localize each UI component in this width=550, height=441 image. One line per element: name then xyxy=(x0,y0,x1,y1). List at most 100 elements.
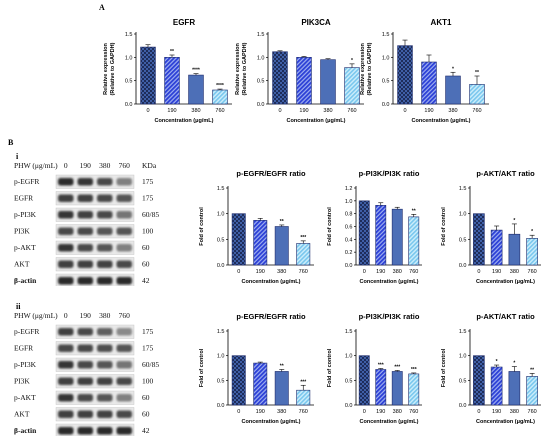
y-tick-label: 1.0 xyxy=(459,212,467,218)
y-tick-label: 1.5 xyxy=(459,186,467,192)
blot-row-label: EGFR xyxy=(14,344,33,353)
x-tick-label: 0 xyxy=(477,409,480,415)
blot-row-label: p-EGFR xyxy=(14,177,39,186)
blot-band xyxy=(116,260,132,268)
chart-title: p-EGFR/EGFR ratio xyxy=(236,169,306,178)
chart-p-akt-ratio-i: p-AKT/AKT ratio Fold of control 0.0 0.5 1.0 1… xyxy=(432,162,547,297)
blot-band xyxy=(97,227,113,235)
bar xyxy=(274,226,289,266)
blot-band xyxy=(77,410,93,418)
blot-lane-label: 0 xyxy=(64,311,68,320)
blot-band xyxy=(116,361,132,369)
bar xyxy=(253,220,268,266)
blot-row-label: p-PI3K xyxy=(14,210,37,219)
blot-band xyxy=(77,277,93,285)
sub-label-ii: ii xyxy=(16,302,21,311)
y-tick-label: 1.5 xyxy=(257,32,265,38)
bar xyxy=(408,373,420,406)
blot-band xyxy=(58,394,74,402)
blot-svg-i: PHW (μg/mL) 0 190 380 760 KDa p-EGFR 175 EGFR 175… xyxy=(14,161,159,288)
blot-strip xyxy=(55,240,135,255)
x-tick-label: 760 xyxy=(472,108,481,114)
blot-kda-value: 42 xyxy=(142,426,150,435)
y-axis-label: Fold of control xyxy=(199,207,205,246)
blot-kda-value: 60/85 xyxy=(142,360,159,369)
y-tick-label: 0.0 xyxy=(345,263,353,269)
significance-marker: *** xyxy=(300,379,306,385)
blot-kda-value: 42 xyxy=(142,276,150,285)
blot-band xyxy=(116,178,132,186)
y-axis-label: Relative expression(Relative to GAPDH) xyxy=(235,42,248,95)
x-tick-label: 190 xyxy=(256,409,265,415)
blot-kda-value: 175 xyxy=(142,327,154,336)
blot-band xyxy=(77,328,93,336)
y-tick-label: 0.8 xyxy=(345,212,353,218)
blot-kda-value: 175 xyxy=(142,344,154,353)
x-tick-label: 760 xyxy=(299,269,308,275)
x-tick-label: 190 xyxy=(256,269,265,275)
y-tick-label: 1.0 xyxy=(382,55,390,61)
bar xyxy=(296,389,311,406)
blot-header-label: PHW (μg/mL) xyxy=(14,161,58,170)
blot-band xyxy=(97,244,113,252)
bar xyxy=(445,75,461,105)
chart-egfr-mrna: EGFR Relative expression(Relative to GAPD… xyxy=(98,14,238,136)
blot-band xyxy=(97,344,113,352)
significance-marker: * xyxy=(351,58,353,64)
y-tick-label: 1.0 xyxy=(345,199,353,205)
bar xyxy=(526,238,538,266)
significance-marker: ** xyxy=(170,49,174,55)
y-tick-label: 0.0 xyxy=(345,403,353,409)
y-tick-label: 1.5 xyxy=(217,186,225,192)
blot-band xyxy=(97,260,113,268)
significance-marker: **** xyxy=(192,68,200,74)
blot-band xyxy=(77,244,93,252)
blot-band xyxy=(116,427,132,435)
blot-band xyxy=(58,377,74,385)
x-tick-label: 380 xyxy=(510,269,519,275)
blot-band xyxy=(77,344,93,352)
y-tick-label: 0.5 xyxy=(125,79,133,85)
blot-strip xyxy=(55,324,135,339)
x-axis-label: Concentration (μg/mL) xyxy=(360,419,419,425)
bar xyxy=(231,355,246,406)
blot-kda-value: 175 xyxy=(142,194,154,203)
x-tick-label: 190 xyxy=(492,409,501,415)
blot-row-label: AKT xyxy=(14,410,30,419)
y-axis-label: Relative expression(Relative to GAPDH) xyxy=(360,42,373,95)
y-tick-label: 1.5 xyxy=(125,32,133,38)
x-tick-label: 380 xyxy=(277,269,286,275)
blot-band xyxy=(58,410,74,418)
x-axis-label: Concentration (μg/mL) xyxy=(155,118,214,124)
panel-label-a: A xyxy=(99,3,105,12)
x-tick-label: 760 xyxy=(528,409,537,415)
blot-band xyxy=(58,328,74,336)
blot-row-label: PI3K xyxy=(14,227,30,236)
y-tick-label: 0.5 xyxy=(382,79,390,85)
chart-p-akt-ratio-ii: p-AKT/AKT ratio Fold of control 0.0 0.5 1.0 1… xyxy=(432,305,547,437)
significance-marker: *** xyxy=(378,362,384,368)
blot-band xyxy=(58,194,74,202)
blot-band xyxy=(97,178,113,186)
chart-p-egfr-ratio-i: p-EGFR/EGFR ratio Fold of control 0.0 0.5 1.… xyxy=(190,162,320,297)
blot-svg-ii: PHW (μg/mL) 0 190 380 760 p-EGFR 175 EGFR 175 p-P… xyxy=(14,311,159,438)
x-tick-label: 380 xyxy=(393,409,402,415)
x-tick-label: 760 xyxy=(299,409,308,415)
y-tick-label: 1.5 xyxy=(382,32,390,38)
bar xyxy=(253,362,268,406)
y-tick-label: 0.5 xyxy=(217,237,225,243)
y-tick-label: 1.2 xyxy=(345,186,353,192)
blot-band xyxy=(77,211,93,219)
blot-lane-label: 380 xyxy=(99,311,111,320)
x-tick-label: 0 xyxy=(237,409,240,415)
bar xyxy=(397,45,413,105)
chart-title: p-AKT/AKT ratio xyxy=(476,169,535,178)
blot-kda-value: 100 xyxy=(142,227,154,236)
blot-strip xyxy=(55,407,135,422)
y-tick-label: 0.0 xyxy=(382,102,390,108)
significance-marker: *** xyxy=(300,235,306,241)
bar xyxy=(391,208,403,266)
blot-band xyxy=(58,344,74,352)
blot-band xyxy=(58,277,74,285)
blot-band xyxy=(116,344,132,352)
